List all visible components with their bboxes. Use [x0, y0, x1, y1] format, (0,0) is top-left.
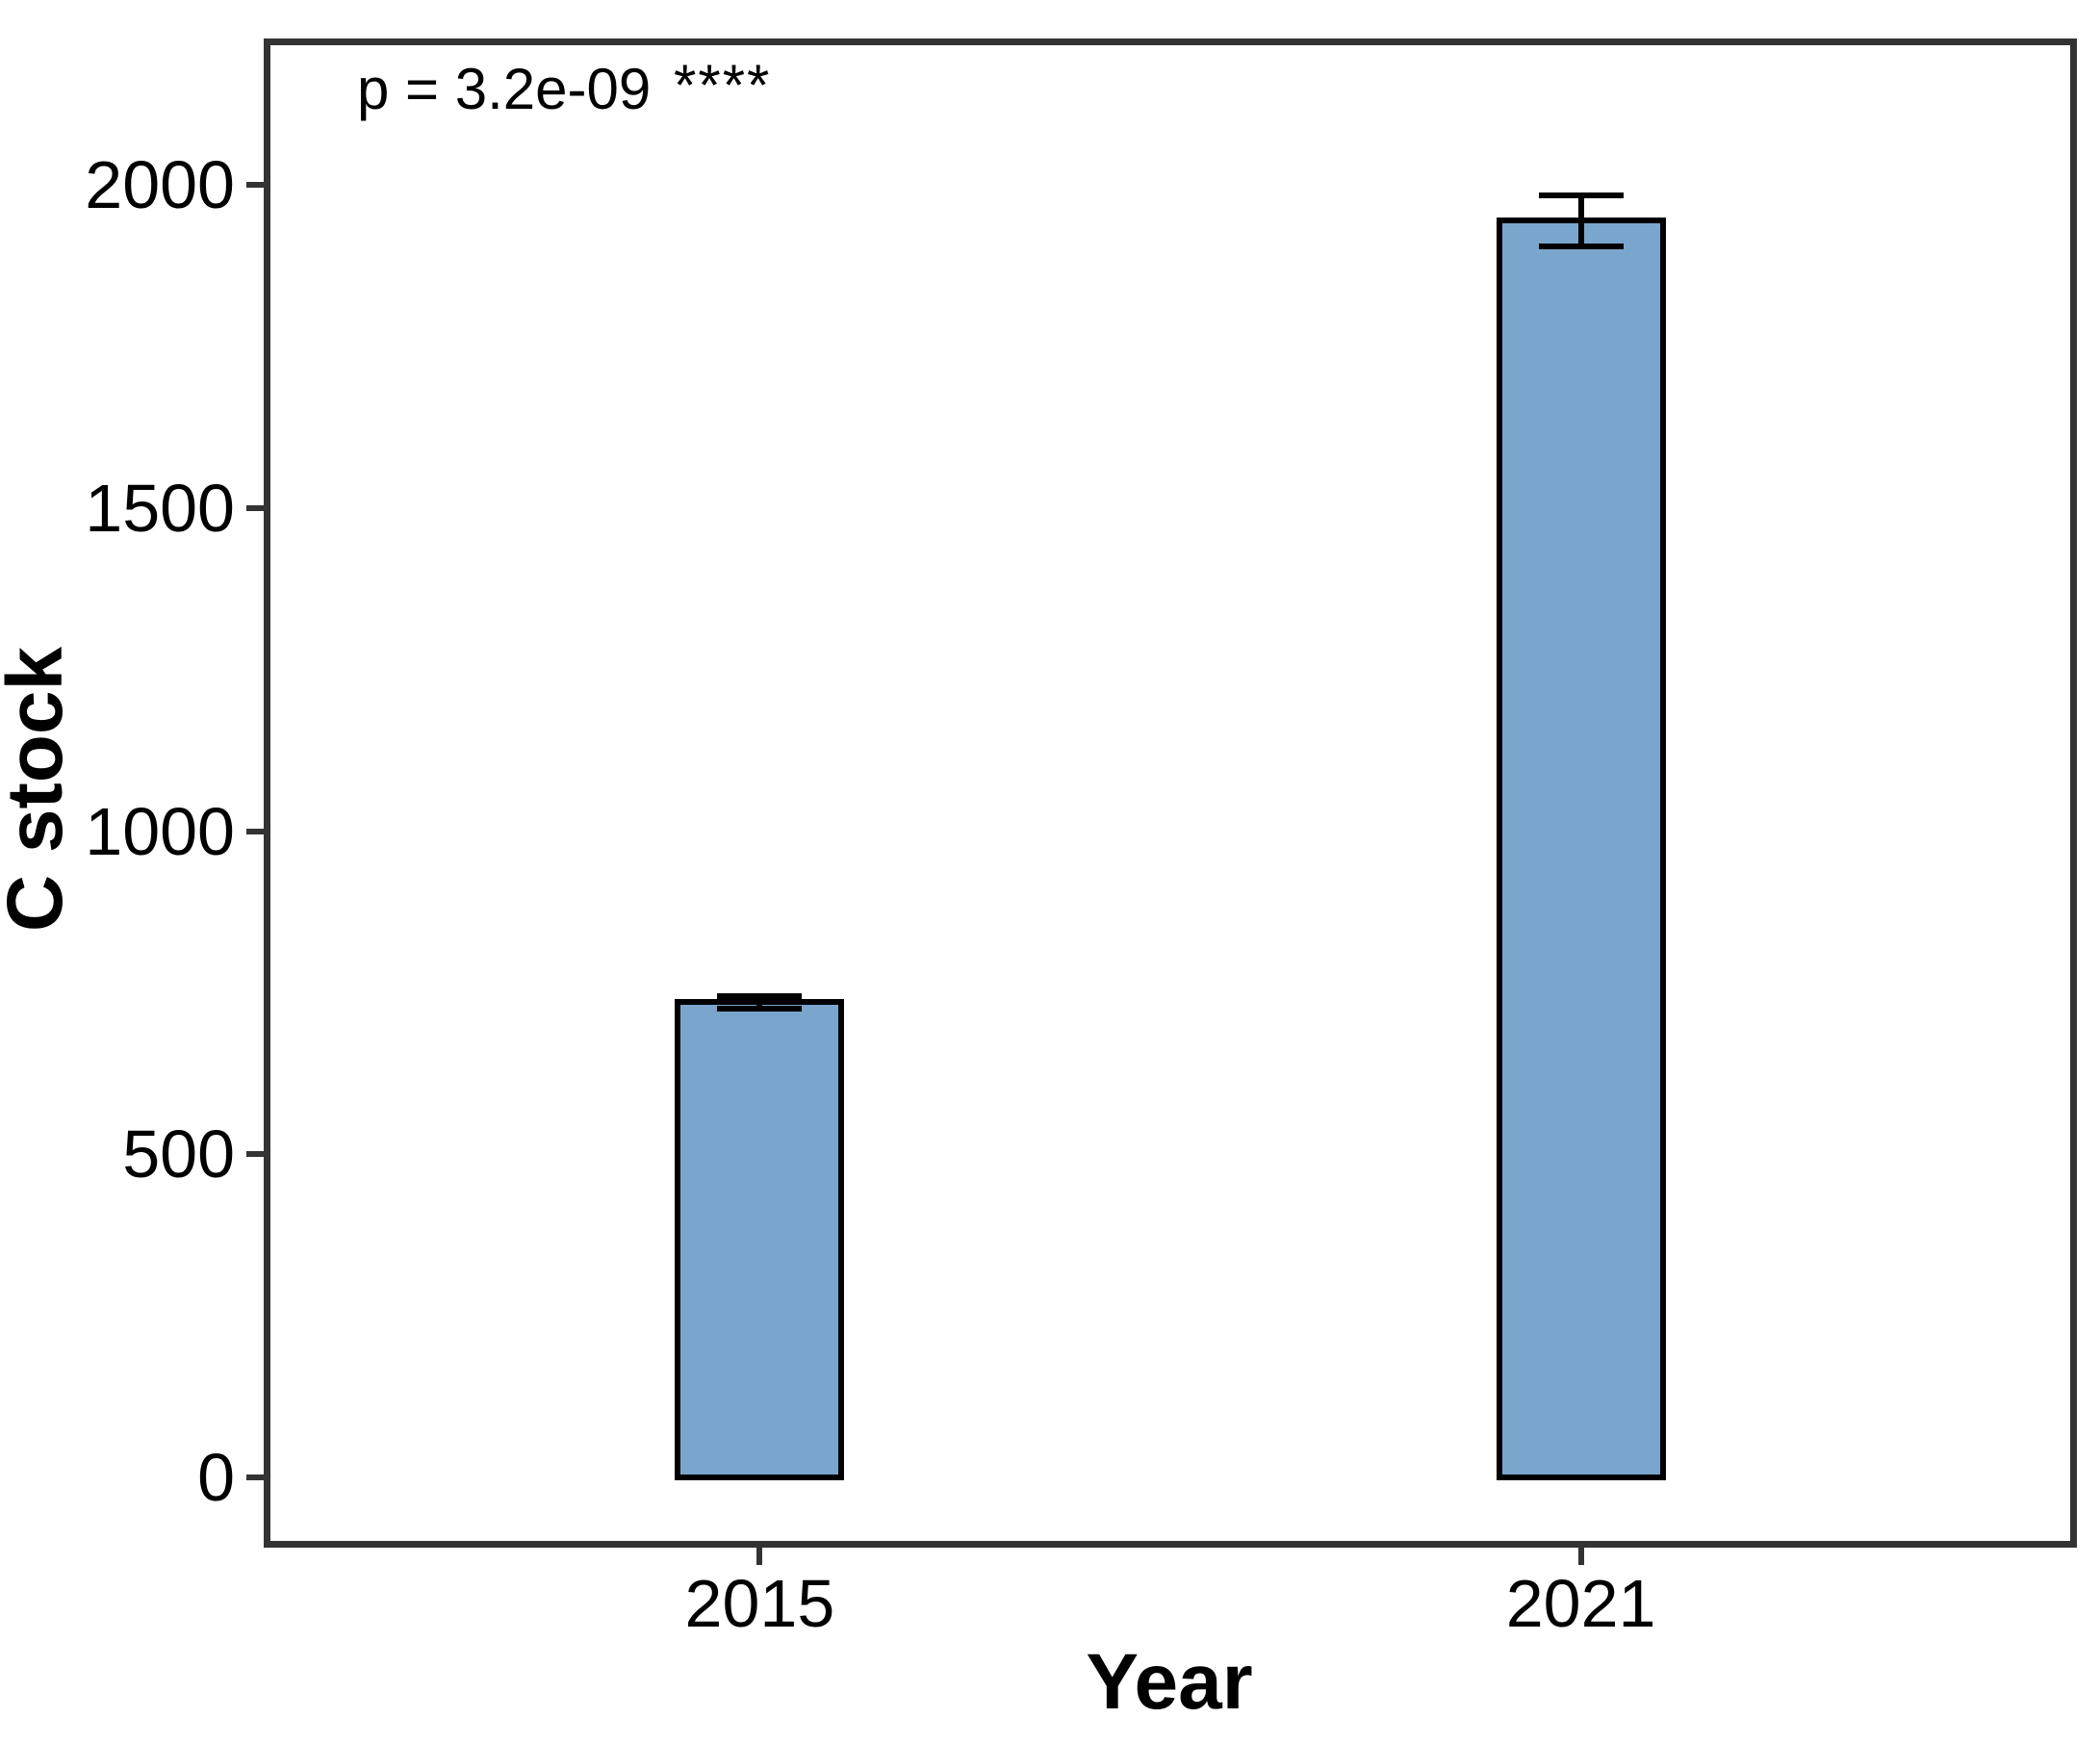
x-axis-tick-label-2021: 2021: [1505, 1566, 1656, 1641]
error-bar-cap-top-2015: [717, 992, 803, 999]
plot-panel-border: [264, 38, 2077, 1548]
error-bar-line-2021: [1577, 194, 1584, 247]
y-axis-tick-label: 0: [197, 1439, 235, 1515]
y-axis-tick: [246, 1474, 264, 1480]
x-axis-tick-label-2015: 2015: [684, 1566, 835, 1641]
error-bar-line-2015: [756, 995, 763, 1010]
y-axis-title: C stock: [0, 646, 79, 933]
error-bar-cap-bottom-2015: [717, 1006, 803, 1013]
significance-stars-annotation: ****: [674, 53, 772, 117]
y-axis-tick-label: 500: [122, 1116, 235, 1193]
y-axis-tick: [246, 828, 264, 834]
x-axis-title: Year: [1086, 1638, 1253, 1726]
y-axis-tick: [246, 182, 264, 189]
y-axis-tick-label: 1000: [85, 793, 235, 869]
error-bar-cap-top-2021: [1538, 192, 1624, 198]
bar-2021: [1496, 218, 1666, 1480]
error-bar-cap-bottom-2021: [1538, 244, 1624, 250]
y-axis-tick: [246, 1151, 264, 1158]
y-axis-tick: [246, 505, 264, 512]
y-axis-tick-label: 2000: [85, 147, 235, 223]
y-axis-tick-label: 1500: [85, 471, 235, 547]
x-axis-tick: [1577, 1548, 1584, 1565]
x-axis-tick: [756, 1548, 763, 1565]
p-value-annotation: p = 3.2e-09: [357, 57, 652, 121]
